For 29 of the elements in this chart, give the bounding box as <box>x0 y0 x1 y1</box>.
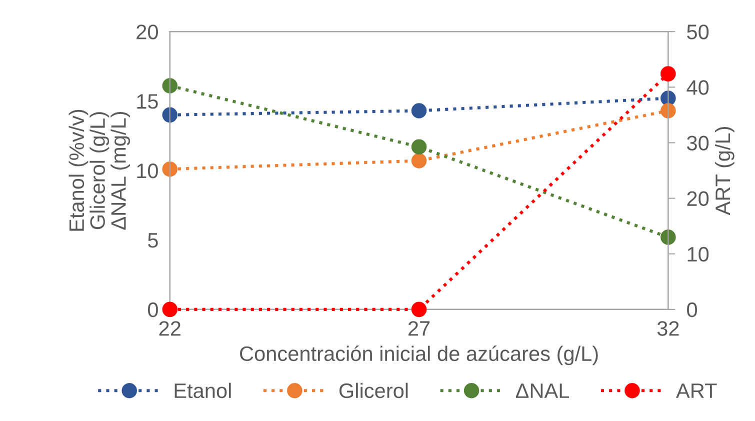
point <box>660 230 676 245</box>
x-tick-label: 22 <box>159 321 180 336</box>
point <box>162 107 178 123</box>
y2-tick-label: 0 <box>687 302 697 318</box>
legend-label: ART <box>676 384 717 398</box>
y2-axis-title: ART (g/L) <box>714 127 734 216</box>
y-tick-label: 5 <box>148 233 158 248</box>
y2-tick-label: 30 <box>687 136 709 150</box>
legend-label: Etanol <box>174 382 231 398</box>
y2-tick-label: 10 <box>688 246 709 262</box>
legend-label: Glicerol <box>339 382 408 398</box>
point <box>411 103 427 118</box>
point <box>162 161 178 177</box>
y2-tick-label: 50 <box>687 24 709 40</box>
y2-tick-label: 20 <box>687 191 709 206</box>
y-tick-label: 10 <box>137 164 158 178</box>
y-tick-label: 15 <box>137 94 158 109</box>
point <box>162 78 178 94</box>
y-tick-label: 0 <box>148 302 158 318</box>
point <box>411 153 427 168</box>
x-axis-title: Concentración inicial de azúcares (g/L) <box>240 346 598 366</box>
x-tick-label: 32 <box>657 321 679 336</box>
point <box>411 139 427 155</box>
y-tick-label: 20 <box>136 24 158 40</box>
y2-tick-label: 40 <box>686 80 709 95</box>
point <box>660 103 676 118</box>
y-axis-title: Etanol (%v/v) Glicerol (g/L) ΔNAL (mg/L) <box>68 110 130 231</box>
x-tick-label: 27 <box>408 321 430 336</box>
legend-label: ΔNAL <box>516 384 570 398</box>
